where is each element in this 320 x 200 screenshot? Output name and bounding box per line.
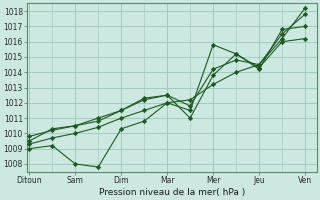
X-axis label: Pression niveau de la mer( hPa ): Pression niveau de la mer( hPa ) — [99, 188, 245, 197]
